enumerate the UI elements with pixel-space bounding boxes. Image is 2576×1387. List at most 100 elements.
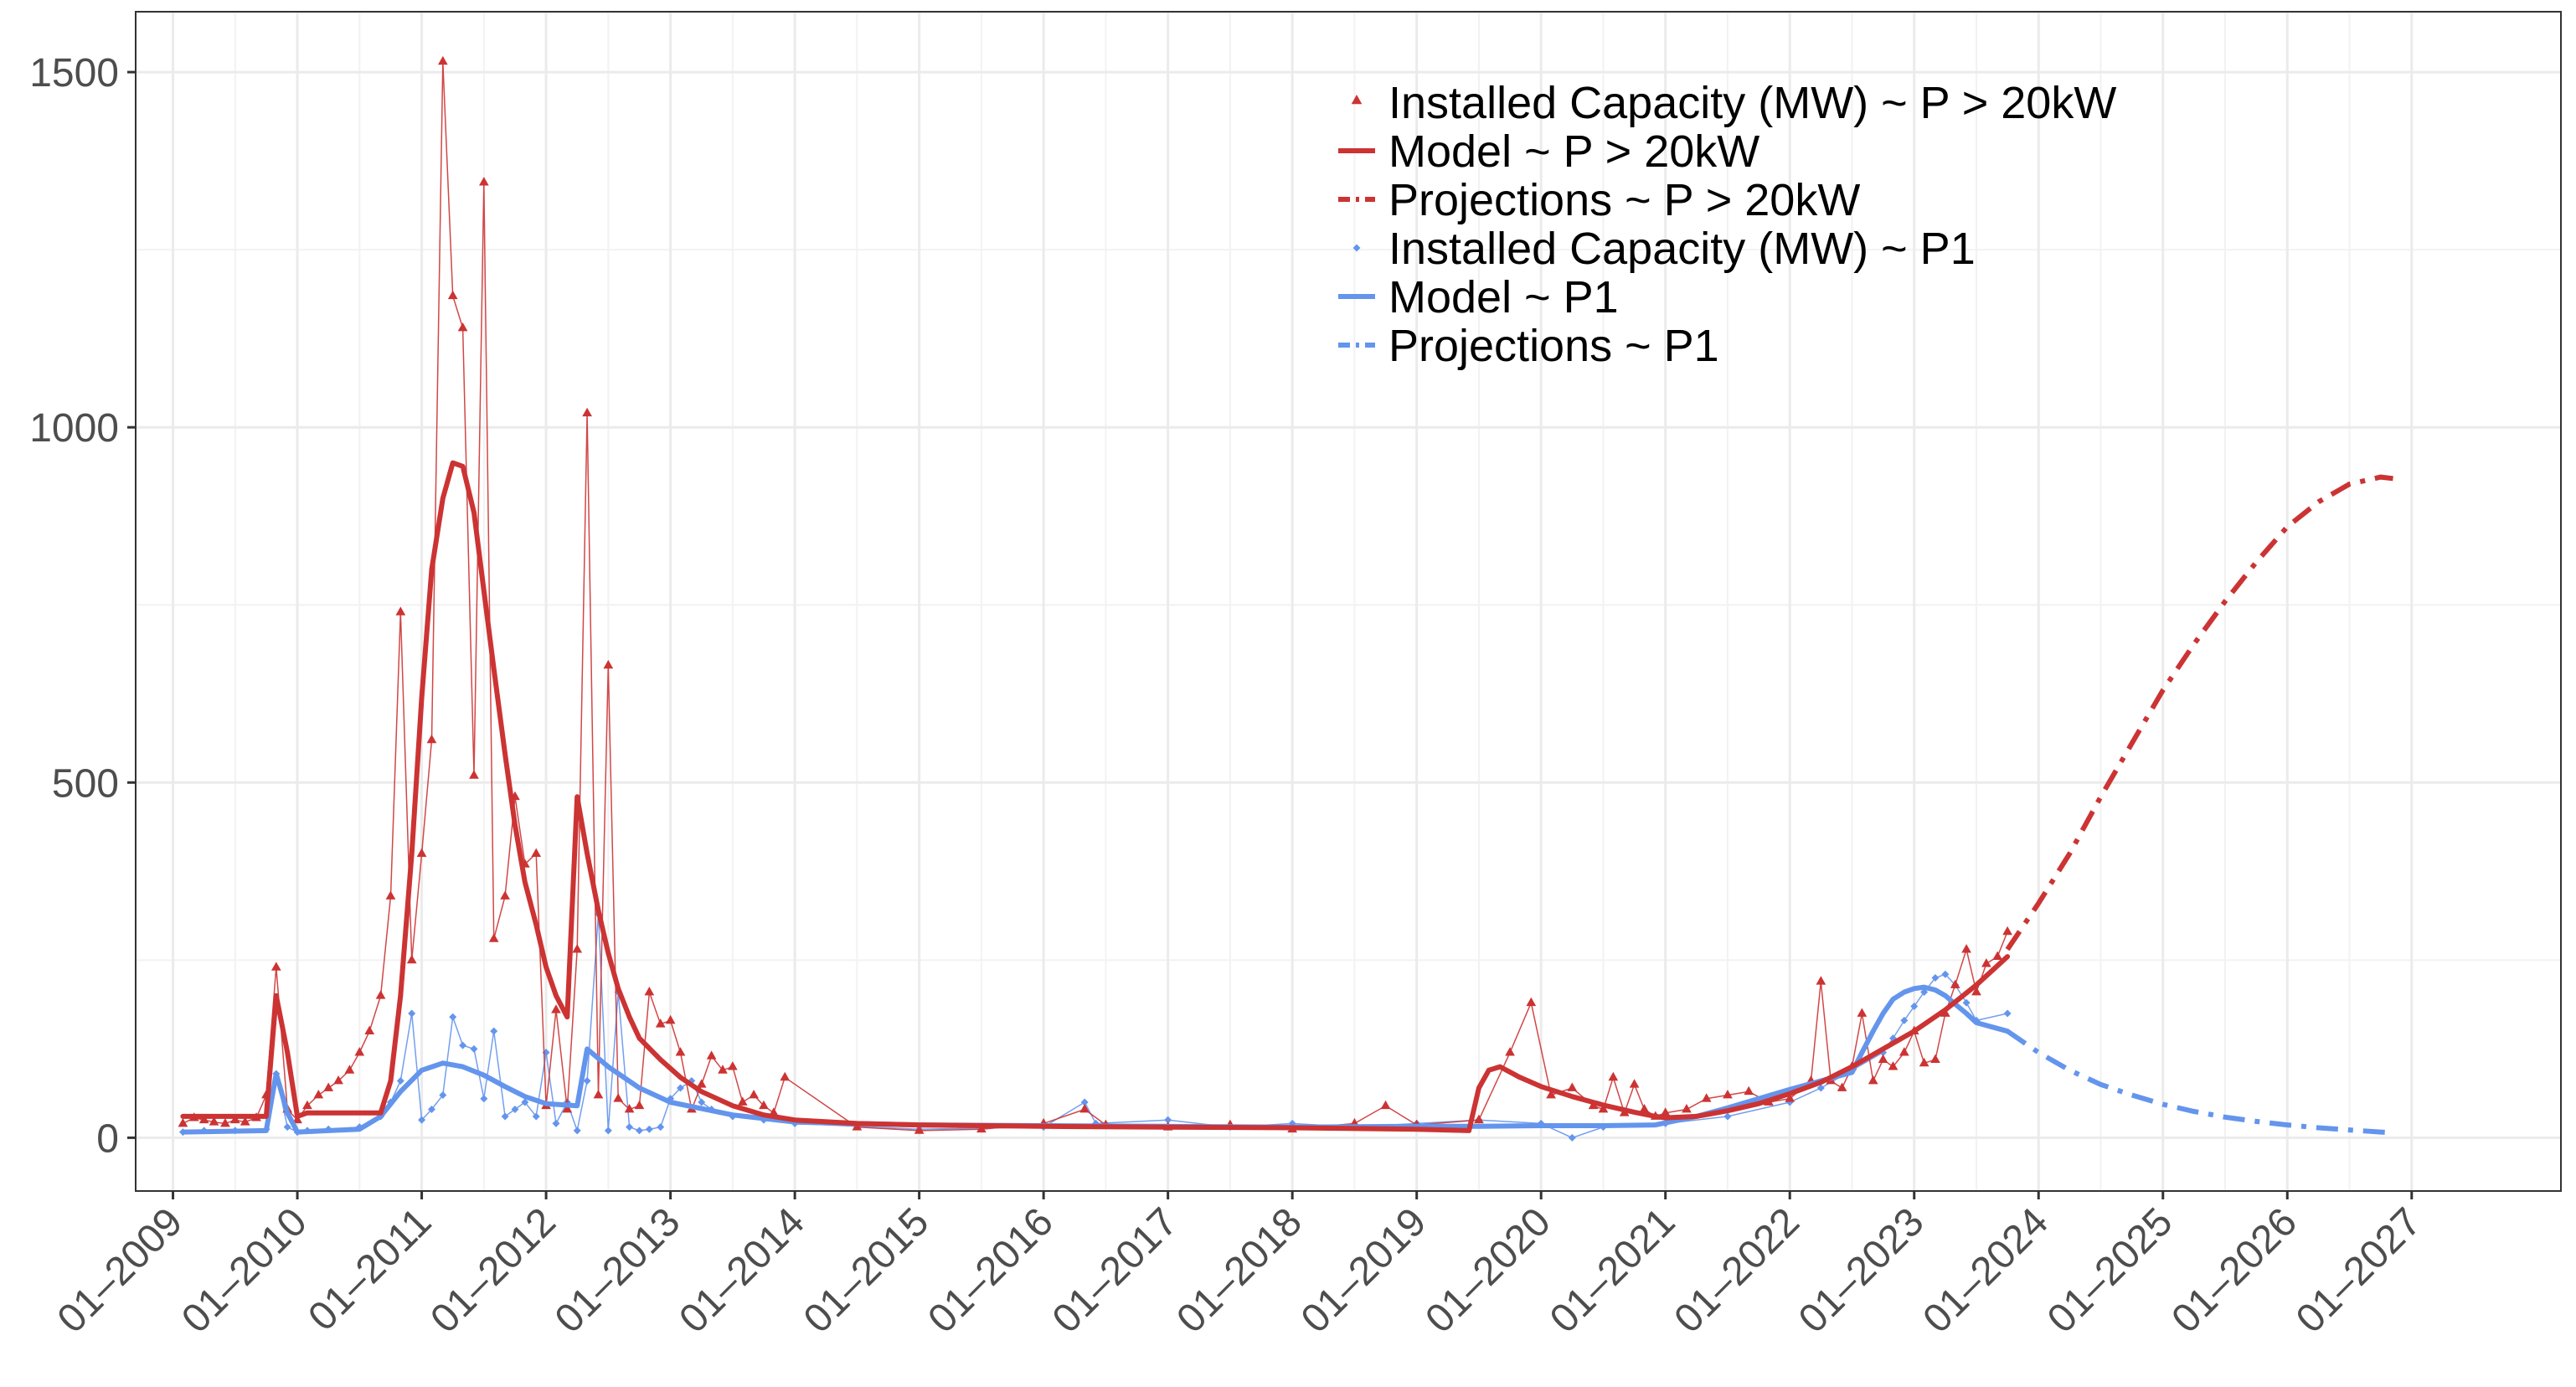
installed-capacity-mw-p1-point — [490, 1027, 498, 1035]
installed-capacity-mw-p1-point — [1931, 974, 1940, 982]
installed-capacity-mw-p-20kw-point — [1723, 1089, 1733, 1099]
installed-capacity-mw-p-20kw-point — [696, 1079, 707, 1088]
installed-capacity-mw-p1-point — [698, 1098, 706, 1106]
installed-capacity-mw-p-20kw-point — [209, 1116, 219, 1126]
installed-capacity-mw-p1-point — [480, 1095, 488, 1103]
legend-label: Model ~ P > 20kW — [1388, 126, 1759, 177]
installed-capacity-mw-p1-point — [1568, 1133, 1576, 1142]
installed-capacity-mw-p-20kw-point — [1660, 1107, 1671, 1116]
installed-capacity-mw-p1-point — [418, 1116, 426, 1124]
installed-capacity-mw-p1-point — [521, 1098, 529, 1106]
installed-capacity-mw-p-20kw-point — [1981, 958, 1991, 967]
installed-capacity-mw-p1-point — [573, 1127, 581, 1135]
installed-capacity-mw-p-20kw-point — [718, 1065, 728, 1074]
installed-capacity-mw-p-20kw-point — [728, 1061, 738, 1070]
installed-capacity-mw-p-20kw-point — [644, 987, 655, 996]
legend-label: Installed Capacity (MW) ~ P > 20kW — [1388, 78, 2116, 128]
installed-capacity-mw-p1-point — [583, 1077, 591, 1085]
installed-capacity-mw-p-20kw-point — [551, 1004, 561, 1013]
installed-capacity-mw-p1-point — [657, 1123, 665, 1132]
installed-capacity-mw-p-20kw-point — [1930, 1054, 1940, 1063]
installed-capacity-mw-p1-point — [396, 1077, 404, 1085]
installed-capacity-mw-p1-point — [439, 1091, 447, 1099]
installed-capacity-mw-p-20kw-point — [488, 933, 499, 942]
y-tick-label: 1500 — [29, 51, 119, 95]
installed-capacity-mw-p1-point — [1910, 1002, 1919, 1010]
installed-capacity-mw-p1-point — [449, 1013, 457, 1021]
installed-capacity-mw-p1-point — [1723, 1112, 1732, 1121]
installed-capacity-mw-p-20kw-point — [385, 890, 396, 900]
installed-capacity-mw-p-20kw-point — [457, 322, 468, 332]
installed-capacity-mw-p-20kw-point — [531, 848, 542, 858]
installed-capacity-mw-p-20kw-point — [1971, 987, 1981, 996]
installed-capacity-mw-p-20kw-point — [675, 1047, 686, 1056]
installed-capacity-mw-p-20kw-point — [1992, 951, 2003, 960]
installed-capacity-mw-p-20kw-point — [1744, 1085, 1754, 1096]
installed-capacity-mw-p-20kw-point — [1598, 1103, 1609, 1113]
installed-capacity-mw-p-20kw-point — [1868, 1075, 1878, 1085]
installed-capacity-mw-p-20kw-point — [1899, 1047, 1909, 1056]
installed-capacity-mw-p-20kw-point — [1629, 1079, 1640, 1088]
installed-capacity-mw-p-20kw-point — [572, 944, 583, 953]
installed-capacity-mw-p-20kw-point — [665, 1014, 676, 1024]
installed-capacity-mw-p-20kw-point — [469, 770, 479, 779]
legend-label: Installed Capacity (MW) ~ P1 — [1388, 224, 1976, 274]
installed-capacity-mw-p-20kw-point — [416, 848, 427, 858]
installed-capacity-mw-p-20kw-point — [593, 1089, 604, 1099]
installed-capacity-mw-p-20kw-point — [1785, 1093, 1795, 1102]
installed-capacity-mw-p-20kw-point — [1546, 1089, 1556, 1099]
installed-capacity-mw-p-20kw-point — [270, 962, 281, 971]
projections-p1-line — [2006, 1029, 2393, 1136]
installed-capacity-mw-p-20kw-point — [178, 1117, 188, 1127]
installed-capacity-mw-p-20kw-point — [333, 1075, 343, 1085]
installed-capacity-mw-p1-point — [511, 1105, 519, 1113]
legend-key-installed-capacity-mw-p-20kw — [1351, 95, 1363, 105]
legend-label: Model ~ P1 — [1388, 272, 1619, 322]
y-tick-label: 0 — [96, 1116, 119, 1161]
installed-capacity-mw-p-20kw-point — [354, 1047, 365, 1056]
installed-capacity-mw-p1-point — [1080, 1098, 1089, 1106]
installed-capacity-mw-p-20kw-point — [749, 1089, 759, 1099]
installed-capacity-mw-p-20kw-point — [1639, 1103, 1650, 1113]
installed-capacity-mw-p1-point — [470, 1044, 478, 1053]
plot-panel-border — [135, 11, 2562, 1192]
legend-key-installed-capacity-mw-p1 — [1352, 244, 1361, 252]
installed-capacity-mw-p1-point — [1816, 1084, 1825, 1092]
legend: Installed Capacity (MW) ~ P > 20kWModel … — [1338, 78, 2116, 371]
installed-capacity-mw-p-20kw-point — [2002, 926, 2012, 936]
installed-capacity-mw-p-20kw-point — [426, 734, 437, 744]
installed-capacity-mw-p-20kw-point — [437, 55, 448, 65]
installed-capacity-mw-p-20kw-point — [780, 1071, 791, 1081]
installed-capacity-mw-p-20kw-point — [634, 1100, 645, 1110]
installed-capacity-mw-p-20kw-point — [1888, 1061, 1899, 1070]
installed-capacity-mw-p-20kw-point — [613, 1093, 624, 1102]
installed-capacity-mw-p1-point — [604, 1127, 612, 1135]
installed-capacity-mw-p-20kw-point — [375, 990, 386, 999]
installed-capacity-mw-p1-point — [501, 1112, 509, 1121]
installed-capacity-mw-p-20kw-point — [1950, 979, 1960, 988]
y-tick-label: 1000 — [29, 406, 119, 451]
installed-capacity-mw-p-20kw-point — [500, 890, 510, 900]
installed-capacity-mw-p-20kw-point — [914, 1125, 925, 1134]
installed-capacity-mw-p-20kw-point — [582, 407, 592, 417]
installed-capacity-mw-p-20kw-point — [1608, 1071, 1619, 1081]
installed-capacity-mw-p-20kw-point — [1919, 1057, 1929, 1067]
installed-capacity-mw-p-20kw-point — [1682, 1103, 1692, 1113]
installed-capacity-mw-p-20kw-point — [240, 1116, 250, 1126]
installed-capacity-mw-p-20kw-point — [1701, 1093, 1712, 1102]
y-tick-label: 500 — [52, 761, 119, 806]
installed-capacity-mw-p1-point — [283, 1123, 291, 1132]
installed-capacity-mw-p-20kw-point — [655, 1018, 666, 1028]
installed-capacity-mw-p-20kw-point — [1878, 1054, 1888, 1063]
installed-capacity-mw-p-20kw-point — [1526, 997, 1537, 1007]
installed-capacity-mw-p-20kw-point — [323, 1082, 334, 1091]
installed-capacity-mw-p-20kw-point — [220, 1117, 230, 1127]
installed-capacity-mw-p-20kw-point — [1380, 1100, 1391, 1110]
installed-capacity-mw-p-20kw-point — [737, 1096, 748, 1106]
installed-capacity-mw-p-20kw-point — [447, 290, 458, 300]
installed-capacity-mw-p1-point — [459, 1041, 467, 1049]
installed-capacity-mw-p-20kw-point — [302, 1100, 312, 1110]
installed-capacity-mw-p1-point — [408, 1009, 416, 1018]
